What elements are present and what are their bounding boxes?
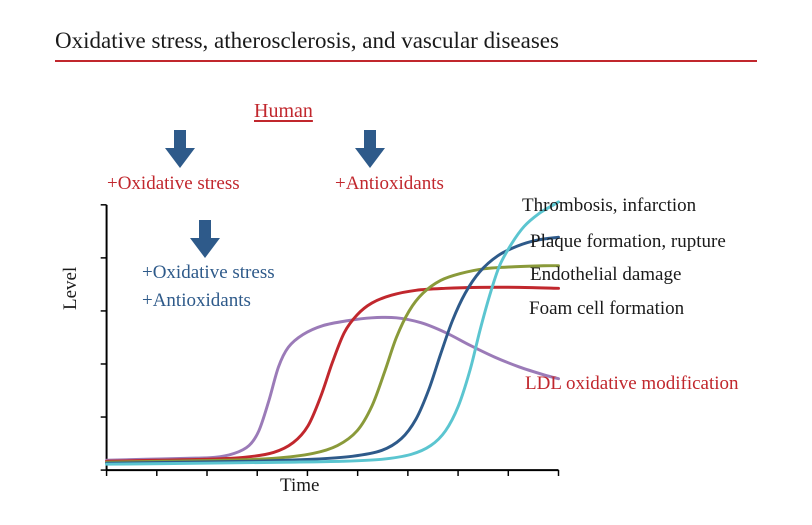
series-label-foam: Foam cell formation xyxy=(529,298,684,320)
chart-svg xyxy=(100,195,570,475)
series-label-plaque: Plaque formation, rupture xyxy=(530,231,726,253)
y-axis-label: Level xyxy=(60,267,82,310)
x-axis-label: Time xyxy=(280,475,319,497)
series-label-thrombosis: Thrombosis, infarction xyxy=(522,195,696,217)
chart-area xyxy=(100,195,560,465)
title-bar: Oxidative stress, atherosclerosis, and v… xyxy=(55,28,757,62)
series-label-endothelial: Endothelial damage xyxy=(530,264,681,286)
series-label-ldl: LDL oxidative modification xyxy=(525,373,739,395)
annotation-text: +Oxidative stress xyxy=(107,173,240,195)
page-title: Oxidative stress, atherosclerosis, and v… xyxy=(55,28,757,60)
series-thrombosis xyxy=(107,202,559,464)
series-ldl xyxy=(107,317,559,460)
human-label: Human xyxy=(254,100,313,123)
arrow-down-icon xyxy=(355,130,385,173)
series-foam xyxy=(107,287,559,461)
title-underline xyxy=(55,60,757,62)
annotation-text: +Antioxidants xyxy=(335,173,444,195)
series-plaque xyxy=(107,237,559,463)
arrow-down-icon xyxy=(165,130,195,173)
